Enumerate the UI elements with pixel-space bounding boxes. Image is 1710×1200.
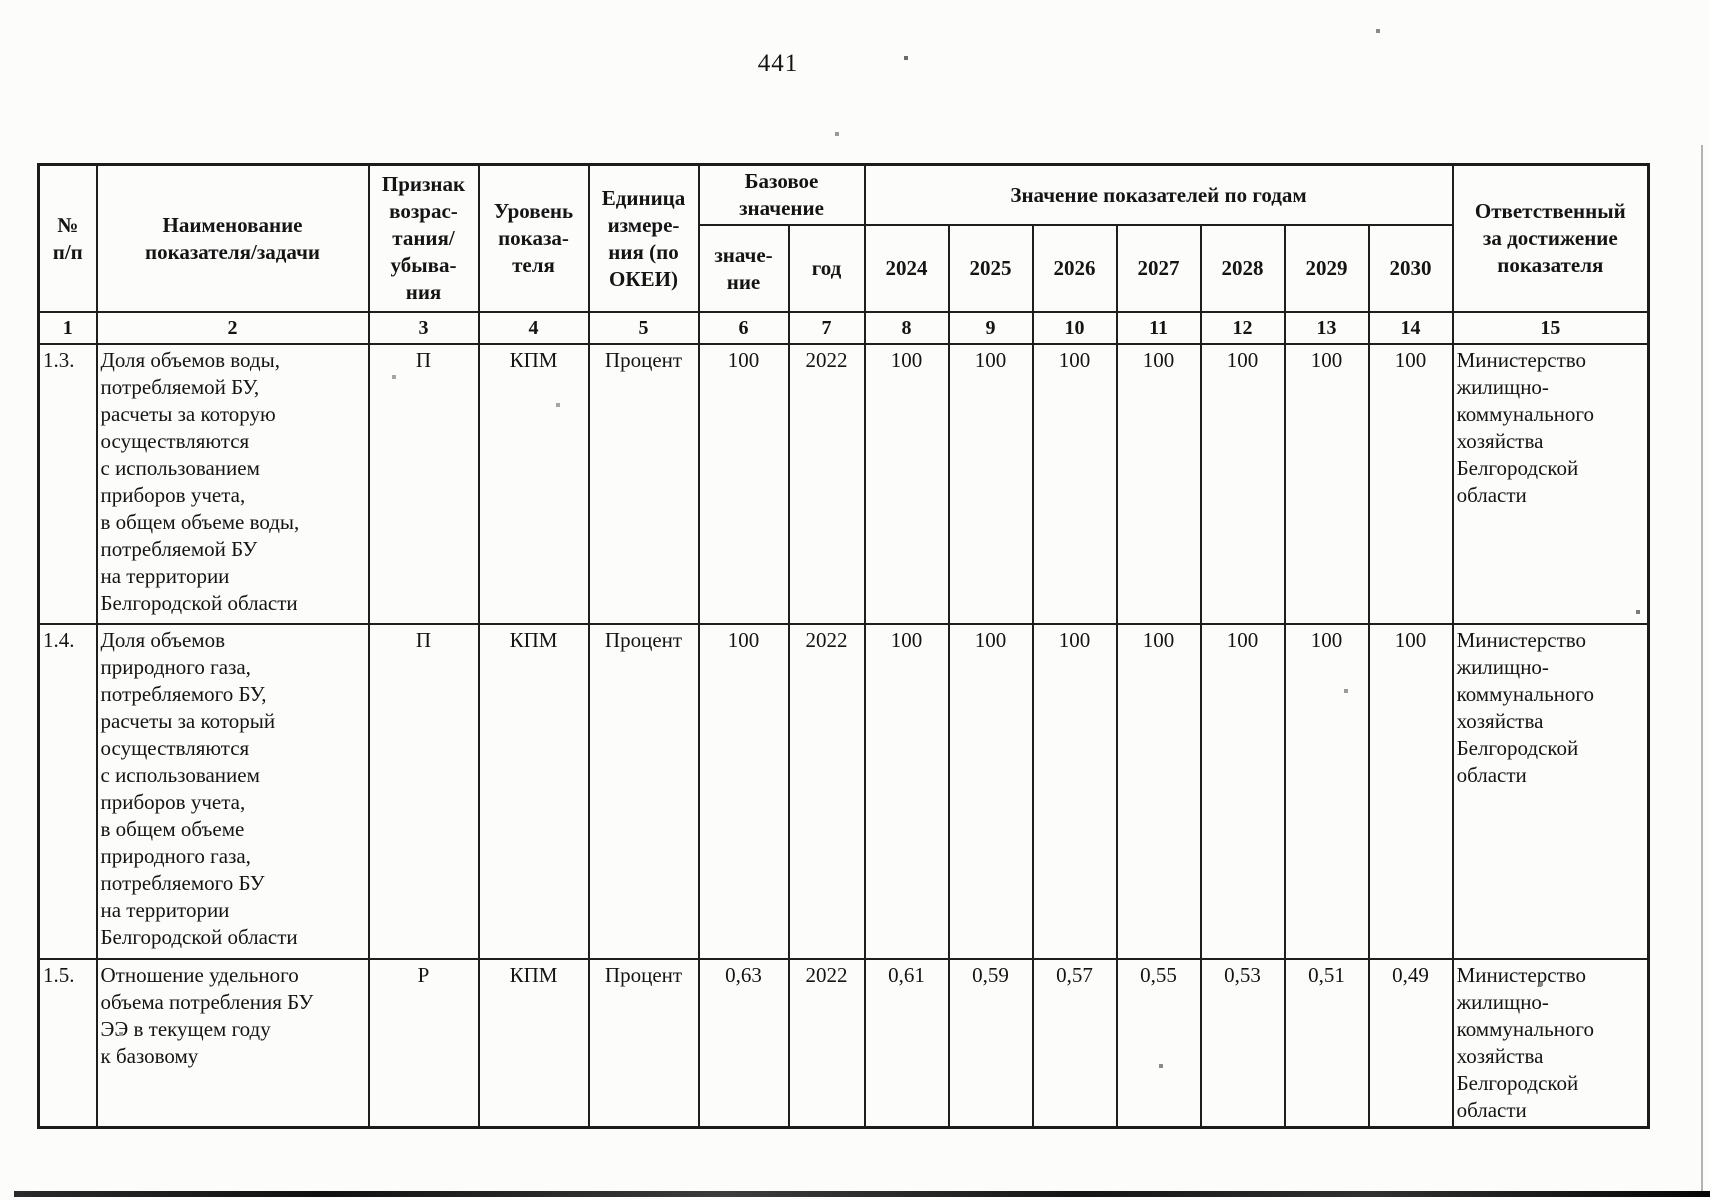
year-value-cell: 100 (1115, 623, 1202, 960)
scan-noise-specks (0, 0, 2, 2)
year-value-cell: 100 (1367, 343, 1454, 625)
header-row-top: № п/п Наименование показателя/задачи При… (37, 163, 1650, 313)
column-number-cell: 8 (863, 311, 950, 345)
trend-cell: П (367, 343, 480, 625)
column-number-cell: 6 (697, 311, 790, 345)
column-number-cell: 3 (367, 311, 480, 345)
year-value-cell: 100 (1031, 623, 1118, 960)
year-value-cell: 0,49 (1367, 958, 1454, 1129)
page-number: 441 (757, 50, 799, 77)
base-value-cell: 0,63 (697, 958, 790, 1129)
year-value-cell: 0,59 (947, 958, 1034, 1129)
trend-cell: П (367, 623, 480, 960)
responsible-cell: Министерство жилищно- коммунального хозя… (1451, 343, 1650, 625)
year-value-cell: 100 (1115, 343, 1202, 625)
header-responsible: Ответственный за достижение показателя (1451, 163, 1650, 313)
header-year-2025: 2025 (947, 224, 1034, 313)
responsible-cell: Министерство жилищно- коммунального хозя… (1451, 958, 1650, 1129)
year-value-cell: 100 (863, 343, 950, 625)
table-row: 1.3. Доля объемов воды, потребляемой БУ,… (37, 343, 1650, 625)
base-year-cell: 2022 (787, 623, 866, 960)
column-number-cell: 9 (947, 311, 1034, 345)
header-year-2030: 2030 (1367, 224, 1454, 313)
column-number-cell: 2 (95, 311, 370, 345)
year-value-cell: 0,61 (863, 958, 950, 1129)
base-year-cell: 2022 (787, 958, 866, 1129)
base-year-cell: 2022 (787, 343, 866, 625)
header-base-year: год (787, 224, 866, 313)
year-value-cell: 100 (1199, 343, 1286, 625)
row-number-cell: 1.5. (37, 958, 98, 1129)
year-value-cell: 100 (947, 343, 1034, 625)
trend-cell: Р (367, 958, 480, 1129)
scan-artifact-right-edge-line (1701, 145, 1703, 1195)
level-cell: КПМ (477, 623, 590, 960)
header-row-sub: значе- ние год 2024 2025 2026 2027 2028 … (39, 224, 1649, 313)
header-years-group: Значение показателей по годам (863, 163, 1454, 226)
column-numbers-row: 1 2 3 4 5 6 7 8 9 10 11 12 13 14 15 (37, 311, 1650, 345)
level-cell: КПМ (477, 958, 590, 1129)
unit-cell: Процент (587, 343, 700, 625)
header-base-group: Базовое значение (697, 163, 866, 226)
year-value-cell: 100 (947, 623, 1034, 960)
column-number-cell: 15 (1451, 311, 1650, 345)
column-number-cell: 4 (477, 311, 590, 345)
table-row: 1.5. Отношение удельного объема потребле… (37, 958, 1650, 1129)
year-value-cell: 100 (1199, 623, 1286, 960)
year-value-cell: 0,55 (1115, 958, 1202, 1129)
row-number-cell: 1.4. (37, 623, 98, 960)
base-value-cell: 100 (697, 343, 790, 625)
responsible-cell: Министерство жилищно- коммунального хозя… (1451, 623, 1650, 960)
column-number-cell: 13 (1283, 311, 1370, 345)
row-number-cell: 1.3. (37, 343, 98, 625)
header-year-2027: 2027 (1115, 224, 1202, 313)
header-year-2026: 2026 (1031, 224, 1118, 313)
header-unit: Единица измере- ния (по ОКЕИ) (587, 163, 700, 313)
year-value-cell: 100 (863, 623, 950, 960)
year-value-cell: 0,53 (1199, 958, 1286, 1129)
base-value-cell: 100 (697, 623, 790, 960)
header-trend: Признак возрас- тания/ убыва- ния (367, 163, 480, 313)
column-number-cell: 5 (587, 311, 700, 345)
column-number-cell: 12 (1199, 311, 1286, 345)
column-number-cell: 14 (1367, 311, 1454, 345)
header-year-2028: 2028 (1199, 224, 1286, 313)
indicator-name-cell: Отношение удельного объема потребления Б… (95, 958, 370, 1129)
indicator-name-cell: Доля объемов воды, потребляемой БУ, расч… (95, 343, 370, 625)
indicators-table: № п/п Наименование показателя/задачи При… (37, 163, 1651, 1129)
year-value-cell: 100 (1367, 623, 1454, 960)
column-number-cell: 7 (787, 311, 866, 345)
year-value-cell: 100 (1031, 343, 1118, 625)
indicator-name-cell: Доля объемов природного газа, потребляем… (95, 623, 370, 960)
table-row: 1.4. Доля объемов природного газа, потре… (37, 623, 1650, 960)
header-level: Уровень показа- теля (477, 163, 590, 313)
column-number-cell: 1 (37, 311, 98, 345)
header-year-2029: 2029 (1283, 224, 1370, 313)
scan-artifact-bottom-bar (14, 1191, 1710, 1197)
unit-cell: Процент (587, 958, 700, 1129)
column-number-cell: 10 (1031, 311, 1118, 345)
header-year-2024: 2024 (863, 224, 950, 313)
year-value-cell: 100 (1283, 343, 1370, 625)
unit-cell: Процент (587, 623, 700, 960)
level-cell: КПМ (477, 343, 590, 625)
header-base-value: значе- ние (697, 224, 790, 313)
year-value-cell: 0,57 (1031, 958, 1118, 1129)
year-value-cell: 100 (1283, 623, 1370, 960)
header-num: № п/п (37, 163, 98, 313)
header-name: Наименование показателя/задачи (95, 163, 370, 313)
column-number-cell: 11 (1115, 311, 1202, 345)
year-value-cell: 0,51 (1283, 958, 1370, 1129)
